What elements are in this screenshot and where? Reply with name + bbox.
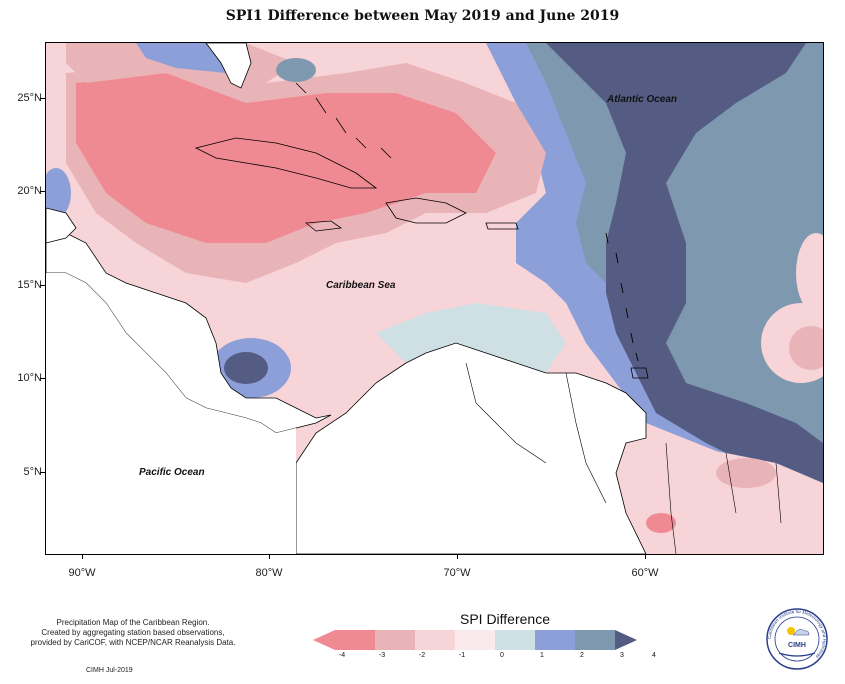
lesser-antilles xyxy=(605,232,639,362)
legend-colorbar xyxy=(313,630,637,650)
y-tick-mark xyxy=(40,285,45,286)
legend-tick-1: 1 xyxy=(540,652,544,659)
legend-swatch-1-to-2 xyxy=(495,630,535,650)
west-positive-patch xyxy=(46,168,71,218)
pacific-ocean-label: Pacific Ocean xyxy=(139,467,205,478)
cimh-logo: Caribbean Institute for Meteorology and … xyxy=(765,607,829,671)
x-tick-90w: 90°W xyxy=(68,567,96,579)
mexico-land xyxy=(46,207,77,244)
florida-land xyxy=(205,43,252,89)
panama-strong-positive xyxy=(224,352,268,384)
x-tick-mark xyxy=(645,554,646,559)
cuba-island xyxy=(194,137,378,189)
legend-swatch-2-to-3 xyxy=(535,630,575,650)
legend-tick-3: 3 xyxy=(620,652,624,659)
x-tick-mark xyxy=(457,554,458,559)
y-tick-5n: 5°N xyxy=(23,466,42,478)
y-tick-15n: 15°N xyxy=(17,279,42,291)
bahamas-islands xyxy=(295,82,392,159)
cimh-logo-graphic: Caribbean Institute for Meteorology and … xyxy=(766,608,828,670)
legend-swatch-minus-2-to-minus-1 xyxy=(375,630,415,650)
logo-text: CIMH xyxy=(788,642,806,649)
map-credit: CIMH Jul-2019 xyxy=(86,667,133,674)
legend-swatch-0-to-1 xyxy=(455,630,495,650)
description-line-2: Created by aggregating station based obs… xyxy=(41,628,225,637)
legend-tick-2: 2 xyxy=(580,652,584,659)
legend-tick-0: 0 xyxy=(500,652,504,659)
legend-swatch-minus-3-to-minus-2 xyxy=(335,630,375,650)
pacific-area xyxy=(46,273,296,554)
spi-map-canvas xyxy=(46,43,823,554)
y-tick-mark xyxy=(40,378,45,379)
x-tick-60w: 60°W xyxy=(631,567,659,579)
legend-swatch-gt-4 xyxy=(615,630,637,650)
legend-tick-minus-3: -3 xyxy=(378,652,386,659)
trinidad-island xyxy=(630,367,649,379)
country-borders xyxy=(465,362,782,554)
legend-title: SPI Difference xyxy=(459,611,550,627)
atlantic-strong-positive xyxy=(546,43,823,483)
atlantic-east-blue xyxy=(746,103,823,273)
description-line-1: Precipitation Map of the Caribbean Regio… xyxy=(56,618,210,627)
x-tick-mark xyxy=(82,554,83,559)
jamaica-island xyxy=(304,220,343,232)
legend-swatch-3-to-4 xyxy=(575,630,615,650)
x-tick-70w: 70°W xyxy=(443,567,471,579)
bahamas-positive-patch xyxy=(276,58,316,82)
hispaniola-island xyxy=(385,197,467,224)
legend-tick-minus-1: -1 xyxy=(458,652,466,659)
legend-tick-minus-2: -2 xyxy=(418,652,426,659)
y-tick-25n: 25°N xyxy=(17,92,42,104)
x-tick-mark xyxy=(269,554,270,559)
atlantic-ocean-label: Atlantic Ocean xyxy=(607,94,678,105)
color-legend xyxy=(313,630,683,655)
legend-swatch-lt-minus-3 xyxy=(313,630,335,650)
x-tick-80w: 80°W xyxy=(255,567,283,579)
spi-map xyxy=(45,42,824,555)
caribbean-sea-label: Caribbean Sea xyxy=(326,280,396,291)
caribbean-strong-negative xyxy=(76,73,496,243)
puerto-rico-island xyxy=(485,222,519,230)
legend-swatch-minus-1-to-0 xyxy=(415,630,455,650)
south-america-land xyxy=(295,342,647,554)
east-negative-core xyxy=(789,326,823,370)
map-title: SPI1 Difference between May 2019 and Jun… xyxy=(225,8,620,24)
y-tick-mark xyxy=(40,472,45,473)
guianas-negative-core xyxy=(716,458,776,488)
east-negative-north xyxy=(796,233,823,313)
guianas-strong-negative xyxy=(646,513,676,533)
map-description: Precipitation Map of the Caribbean Regio… xyxy=(8,618,258,648)
y-tick-20n: 20°N xyxy=(17,185,42,197)
y-tick-10n: 10°N xyxy=(17,372,42,384)
y-tick-mark xyxy=(40,191,45,192)
y-tick-mark xyxy=(40,98,45,99)
legend-tick-4: 4 xyxy=(652,652,656,659)
description-line-3: provided by CariCOF, with NCEP/NCAR Rean… xyxy=(30,638,236,647)
legend-tick-minus-4: -4 xyxy=(338,652,346,659)
